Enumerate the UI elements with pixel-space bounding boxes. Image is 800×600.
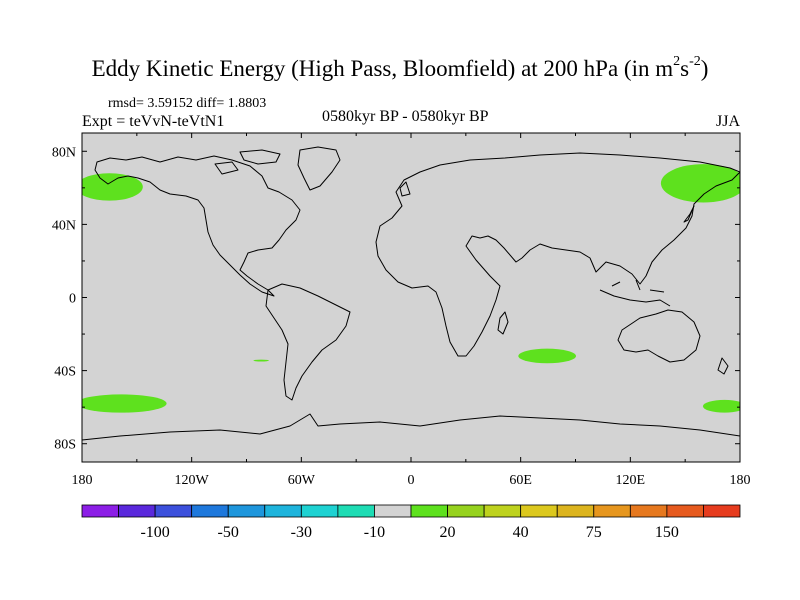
period-label: 0580kyr BP - 0580kyr BP xyxy=(322,108,489,125)
coastline-australia xyxy=(617,309,701,363)
colorbar-swatch xyxy=(410,504,448,518)
map-axes: 80N 40N 0 40S 80S 180 120W 60W 0 60E 120E 180 xyxy=(52,133,751,488)
anomaly-regions xyxy=(82,164,740,413)
colorbar-swatch xyxy=(703,504,741,518)
colorbar-swatch xyxy=(300,504,339,518)
north-pacific-positive xyxy=(660,164,740,203)
stats-text: rmsd= 3.59152 diff= 1.8803 xyxy=(108,96,267,111)
colorbar-swatch xyxy=(191,504,229,518)
coastline-south-america xyxy=(265,283,351,401)
south-pacific-west-positive xyxy=(82,394,167,413)
coastline-north-america xyxy=(94,155,301,297)
colorbar-label: 150 xyxy=(655,524,679,541)
colorbar-swatch xyxy=(483,504,522,518)
colorbar: -100 -50 -30 -10 20 40 75 150 xyxy=(81,504,741,541)
coastline-british-isles xyxy=(399,181,411,197)
lon-tick-label: 120E xyxy=(616,473,646,488)
colorbar-label: 40 xyxy=(513,524,529,541)
colorbar-label: -30 xyxy=(291,524,312,541)
lat-tick-label: 40S xyxy=(54,365,76,380)
lat-tick-label: 80N xyxy=(52,145,76,160)
small-atlantic-positive xyxy=(253,359,269,362)
colorbar-swatch xyxy=(629,504,668,518)
coastline-japan xyxy=(683,205,695,223)
colorbar-swatch xyxy=(264,504,302,518)
colorbar-swatch xyxy=(227,504,266,518)
coastline-indonesia xyxy=(599,279,671,307)
colorbar-swatch xyxy=(593,504,631,518)
lon-tick-label: 120W xyxy=(175,473,210,488)
lon-tick-label: 180 xyxy=(730,473,751,488)
lon-tick-label: 0 xyxy=(408,473,415,488)
colorbar-label: 75 xyxy=(586,524,602,541)
coastline-madagascar xyxy=(497,311,509,335)
colorbar-swatch xyxy=(520,504,558,518)
colorbar-label: -50 xyxy=(218,524,239,541)
colorbar-swatch xyxy=(154,504,193,518)
colorbar-swatch xyxy=(374,504,412,518)
experiment-label: Expt = teVvN-teVtN1 xyxy=(82,113,225,130)
south-indian-positive xyxy=(518,348,577,364)
map-background xyxy=(82,133,740,462)
coastline-antarctica xyxy=(82,413,740,441)
lat-tick-label: 80S xyxy=(54,438,76,453)
coastline-new-zealand xyxy=(717,357,729,375)
colorbar-swatch xyxy=(556,504,595,518)
lon-tick-label: 180 xyxy=(72,473,93,488)
coastline-eurasia-africa xyxy=(375,152,740,357)
lat-tick-label: 40N xyxy=(52,218,76,233)
colorbar-swatch xyxy=(447,504,485,518)
colorbar-swatch xyxy=(118,504,156,518)
colorbar-swatch xyxy=(666,504,704,518)
lon-tick-label: 60E xyxy=(509,473,532,488)
coastline-greenland xyxy=(297,146,341,191)
colorbar-swatch xyxy=(81,504,119,518)
colorbar-label: -100 xyxy=(140,524,169,541)
plot-title: Eddy Kinetic Energy (High Pass, Bloomfie… xyxy=(91,54,709,81)
coastlines xyxy=(82,146,740,441)
colorbar-swatch xyxy=(337,504,375,518)
lat-tick-label: 0 xyxy=(69,292,76,307)
south-pacific-east-positive xyxy=(702,399,740,413)
colorbar-label: 20 xyxy=(440,524,456,541)
lon-tick-label: 60W xyxy=(288,473,316,488)
coastline-arctic-islands xyxy=(214,149,281,175)
colorbar-label: -10 xyxy=(364,524,385,541)
north-atlantic-positive xyxy=(82,173,143,201)
season-label: JJA xyxy=(716,113,741,130)
